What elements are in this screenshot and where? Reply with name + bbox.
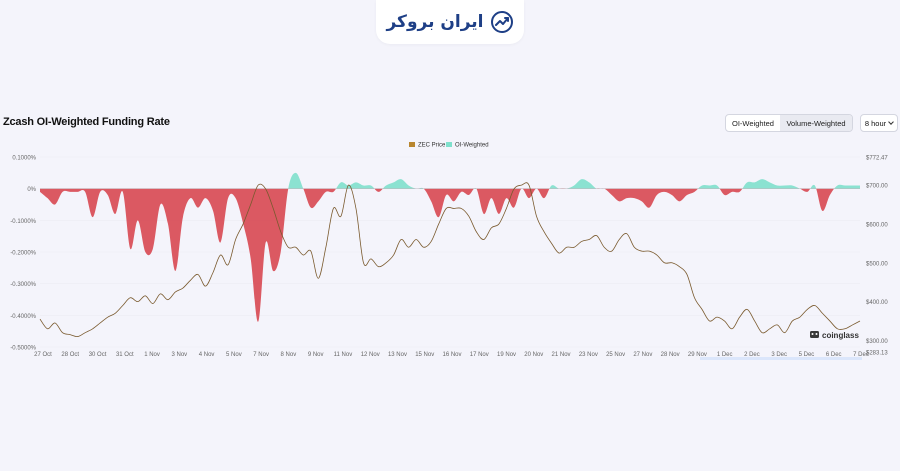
x-tick-label: 4 Nov — [199, 352, 215, 358]
x-tick-label: 27 Oct — [34, 352, 52, 358]
left-tick-label: -0.1000% — [10, 219, 36, 225]
positive-funding-area — [288, 172, 860, 189]
axis-layer: 0.1000% 0% -0.1000% -0.2000% -0.3000% -0.4000… — [10, 156, 888, 359]
x-tick-label: 11 Nov — [334, 352, 353, 358]
zec-price-line — [39, 182, 861, 338]
x-tick-label: 16 Nov — [442, 352, 461, 358]
right-tick-label: $400.00 — [866, 300, 888, 306]
x-tick-label: 19 Nov — [497, 352, 516, 358]
grid-layer — [40, 156, 860, 348]
x-tick-label: 1 Dec — [717, 352, 733, 358]
x-tick-label: 15 Nov — [415, 352, 434, 358]
x-tick-label: 13 Nov — [388, 352, 407, 358]
chart-title: Zcash OI-Weighted Funding Rate — [3, 116, 170, 128]
x-tick-label: 27 Nov — [633, 352, 652, 358]
left-tick-label: -0.4000% — [10, 314, 36, 320]
x-tick-label: 23 Nov — [579, 352, 598, 358]
right-tick-label: $283.13 — [866, 351, 888, 357]
x-tick-label: 7 Nov — [253, 352, 269, 358]
coinglass-logo-icon — [810, 331, 819, 338]
x-tick-label: 17 Nov — [470, 352, 489, 358]
coinglass-watermark: coinglass — [810, 331, 859, 340]
legend-label: OI-Weighted — [455, 143, 489, 149]
left-tick-label: 0.1000% — [12, 156, 36, 162]
x-tick-label: 21 Nov — [552, 352, 571, 358]
x-tick-label: 5 Nov — [226, 352, 242, 358]
brand-name: ایران بروکر — [386, 12, 484, 32]
funding-rate-chart: 0.1000% 0% -0.1000% -0.2000% -0.3000% -0.4000… — [10, 142, 888, 360]
legend: ZEC Price OI-Weighted — [409, 142, 489, 149]
left-tick-label: 0% — [27, 187, 36, 193]
watermark-text: coinglass — [822, 331, 859, 340]
x-tick-label: 8 Nov — [281, 352, 297, 358]
left-tick-label: -0.5000% — [10, 346, 36, 352]
legend-label: ZEC Price — [418, 143, 446, 149]
negative-funding-area — [40, 188, 860, 322]
chevron-down-icon — [888, 119, 894, 125]
x-tick-label: 29 Nov — [688, 352, 707, 358]
x-tick-label: 25 Nov — [606, 352, 625, 358]
legend-swatch — [446, 142, 452, 147]
x-tick-label: 9 Nov — [308, 352, 324, 358]
legend-swatch — [409, 142, 415, 147]
weighting-toggle[interactable]: OI-Weighted Volume-Weighted — [725, 114, 853, 132]
x-tick-label: 30 Oct — [89, 352, 107, 358]
left-tick-label: -0.2000% — [10, 251, 36, 257]
x-tick-label: 3 Nov — [171, 352, 187, 358]
x-tick-label: 28 Oct — [61, 352, 79, 358]
trend-up-chart-icon — [490, 11, 513, 33]
price-line-layer — [39, 182, 861, 338]
x-tick-label: 12 Nov — [361, 352, 380, 358]
brand-logo[interactable]: ایران بروکر — [376, 0, 524, 44]
x-tick-label: 3 Dec — [771, 352, 787, 358]
right-tick-label: $500.00 — [866, 261, 888, 267]
x-tick-label: 1 Nov — [144, 352, 160, 358]
x-tick-label: 2 Dec — [744, 352, 760, 358]
interval-value: 8 hour — [864, 118, 887, 128]
oi-weighted-tab[interactable]: OI-Weighted — [732, 118, 774, 128]
x-tick-label: 28 Nov — [661, 352, 680, 358]
right-tick-label: $300.00 — [866, 339, 888, 345]
interval-select[interactable]: 8 hour — [860, 114, 898, 132]
right-tick-label: $600.00 — [866, 222, 888, 228]
x-tick-label: 6 Dec — [826, 352, 842, 358]
x-tick-label: 20 Nov — [524, 352, 543, 358]
volume-weighted-tab[interactable]: Volume-Weighted — [780, 115, 852, 131]
funding-area-layer — [40, 172, 860, 322]
right-tick-label: $772.47 — [866, 156, 888, 162]
x-tick-label: 5 Dec — [799, 352, 815, 358]
x-tick-label: 31 Oct — [116, 352, 134, 358]
right-tick-label: $700.00 — [866, 184, 888, 190]
legend-entry[interactable]: ZEC Price — [409, 142, 446, 149]
x-tick-label: 7 Dec — [853, 352, 869, 358]
range-scrollbar[interactable] — [700, 357, 862, 360]
legend-entry[interactable]: OI-Weighted — [446, 142, 489, 149]
left-tick-label: -0.3000% — [10, 282, 36, 288]
